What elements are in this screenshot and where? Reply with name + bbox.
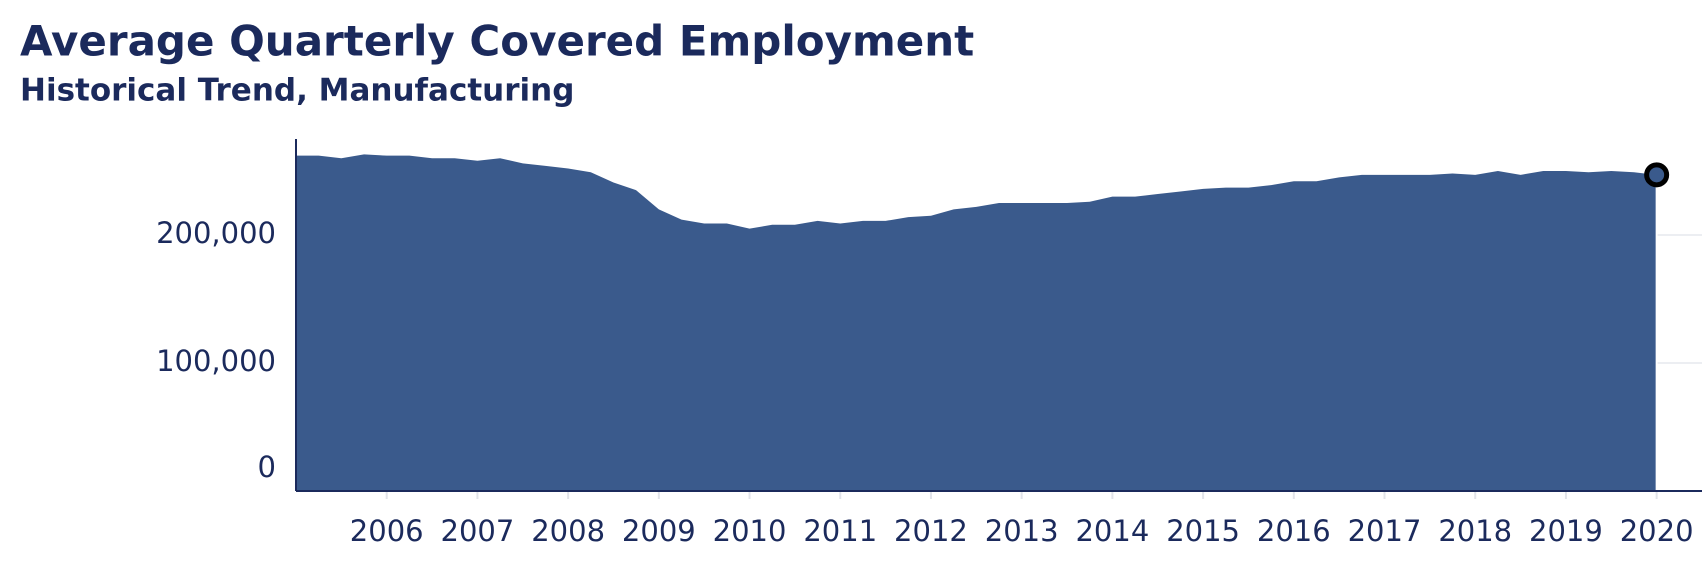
x-tick-label: 2018 (1438, 514, 1512, 548)
y-tick-label: 0 (258, 450, 276, 484)
y-tick-label: 200,000 (156, 216, 276, 250)
x-tick-label: 2015 (1166, 514, 1240, 548)
x-tick-label: 2011 (803, 514, 877, 548)
x-tick-label: 2010 (713, 514, 787, 548)
x-tick-label: 2007 (441, 514, 515, 548)
x-tick-label: 2006 (350, 514, 424, 548)
x-tick-label: 2019 (1529, 514, 1603, 548)
hover-marker (1644, 162, 1670, 188)
x-tick-label: 2008 (531, 514, 605, 548)
x-tick-label: 2014 (1075, 514, 1149, 548)
x-tick-label: 2013 (985, 514, 1059, 548)
area (296, 154, 1657, 492)
chart-title: Average Quarterly Covered Employment (20, 17, 974, 66)
chart-subtitle: Historical Trend, Manufacturing (20, 73, 574, 109)
x-tick-label: 2017 (1348, 514, 1422, 548)
y-tick-label: 100,000 (156, 344, 276, 378)
x-tick-label: 2009 (622, 514, 696, 548)
x-tick-label: 2012 (894, 514, 968, 548)
x-tick-label: 2020 (1620, 514, 1694, 548)
x-tick-label: 2016 (1257, 514, 1331, 548)
